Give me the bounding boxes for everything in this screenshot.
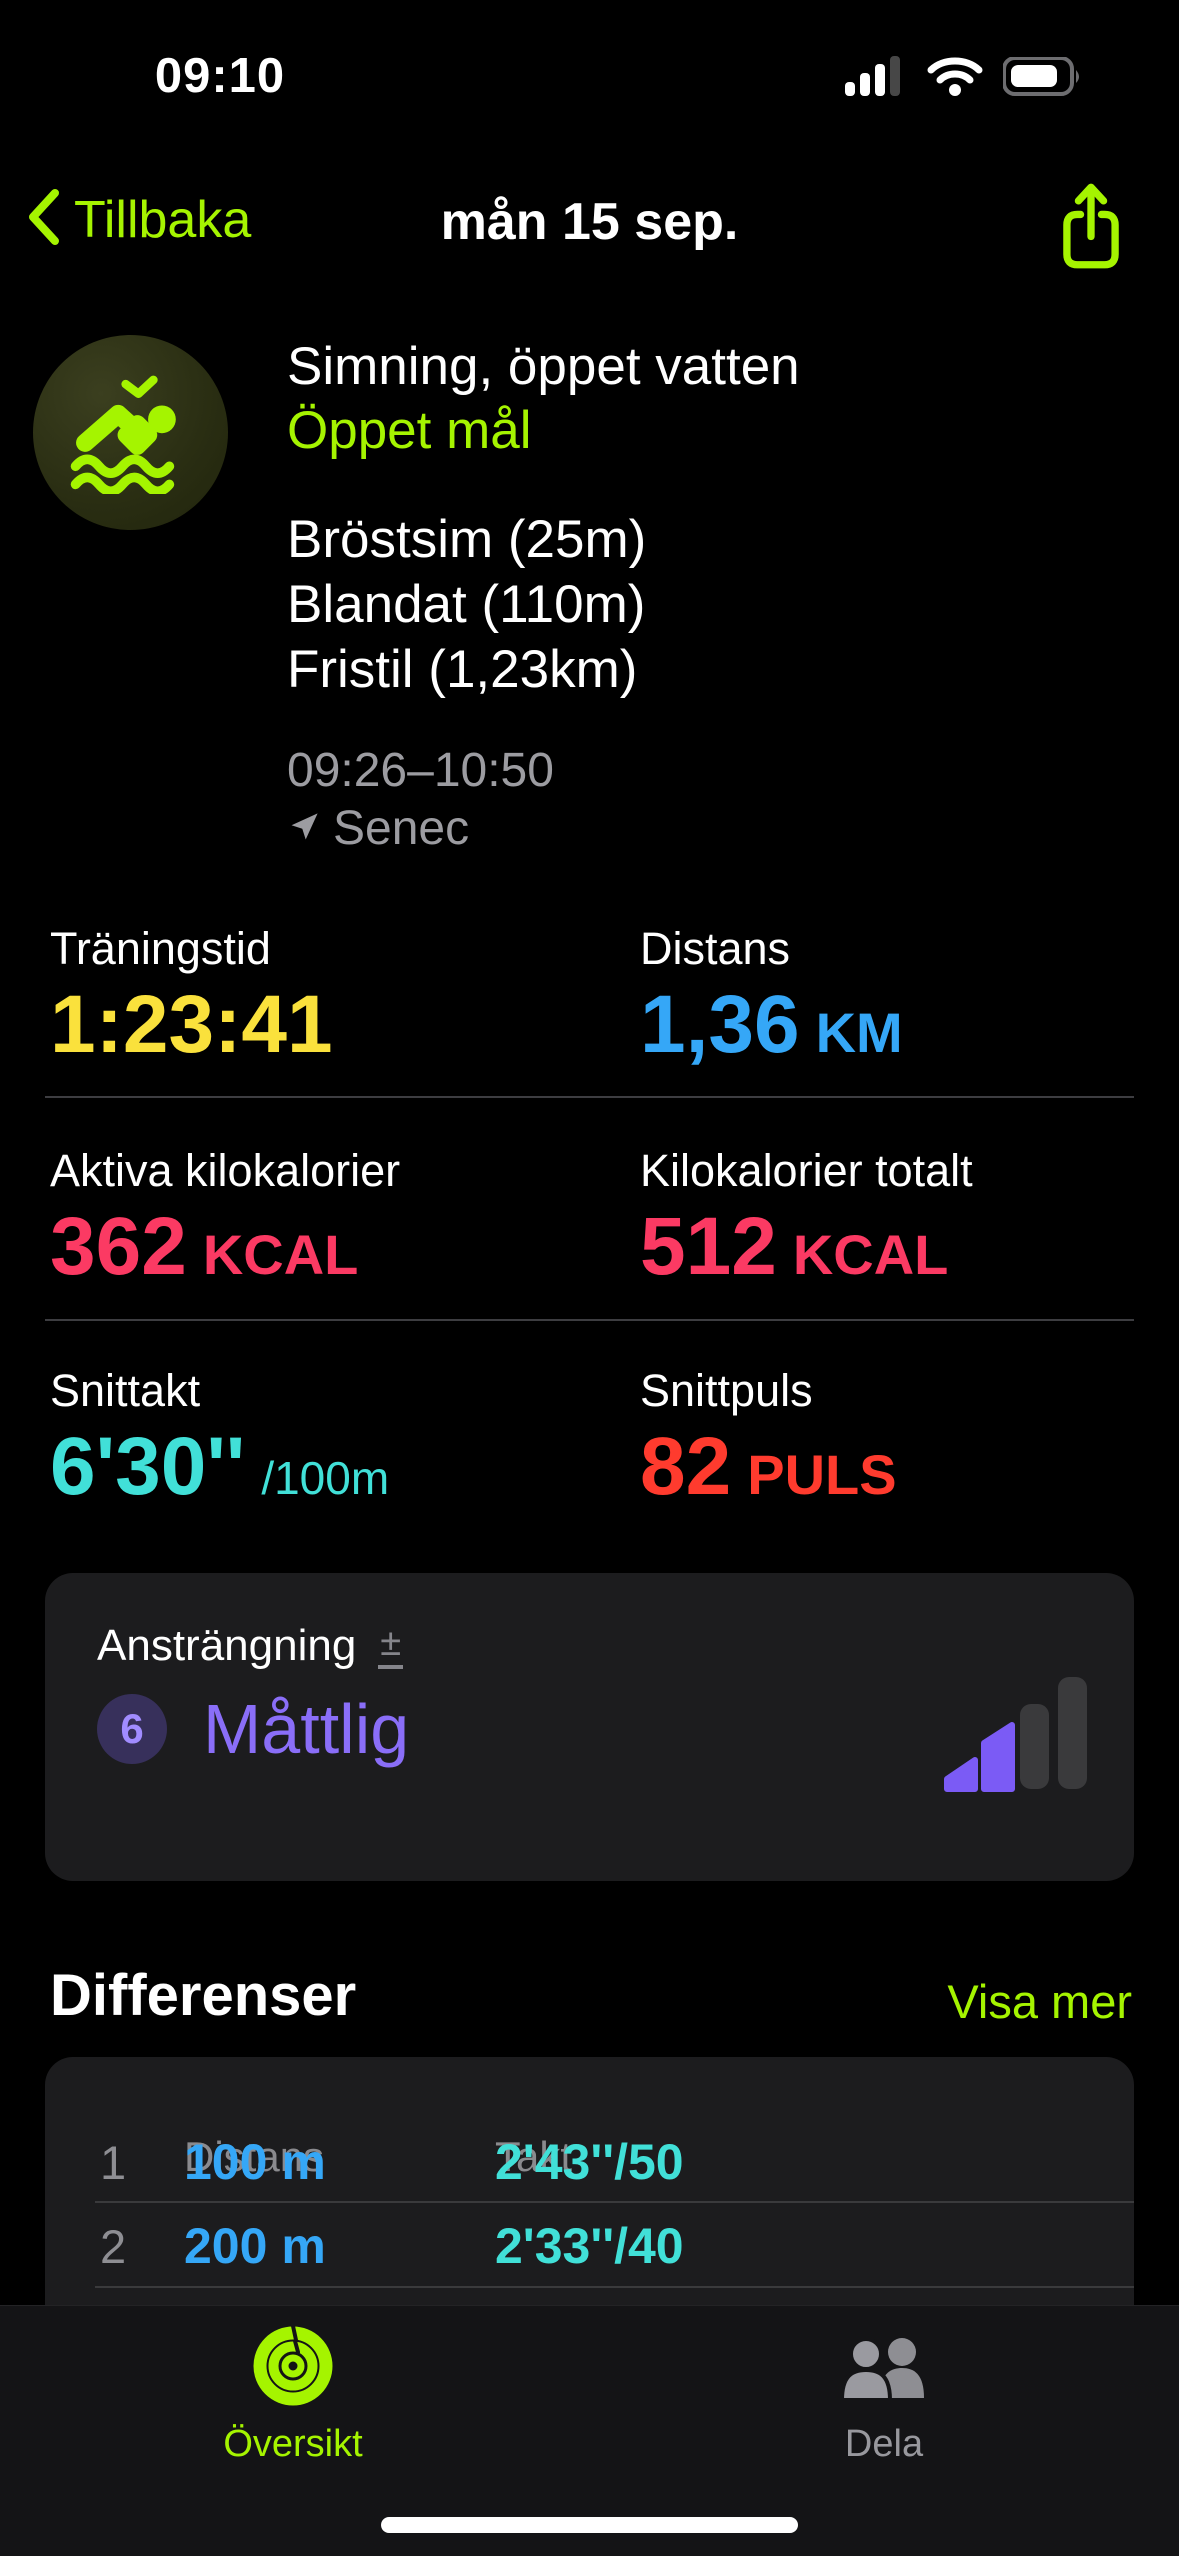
stat-number: 82: [640, 1421, 732, 1512]
stat-number: 512: [640, 1201, 777, 1292]
segment-line: Fristil (1,23km): [287, 640, 638, 699]
tab-share-label: Dela: [844, 2423, 924, 2465]
tab-bar: Översikt Dela: [0, 2305, 1179, 2556]
workout-activity-name: Simning, öppet vatten: [287, 337, 800, 396]
home-indicator[interactable]: [381, 2517, 798, 2533]
stat-label-snittpuls: Snittpuls: [640, 1365, 813, 1416]
row-divider: [95, 2286, 1134, 2288]
segment-line: Blandat (110m): [287, 575, 646, 634]
stat-label-snittakt: Snittakt: [50, 1365, 201, 1416]
effort-rating-label: Måttlig: [203, 1690, 410, 1768]
column-header-distance: Distans: [184, 2133, 325, 2180]
stat-number: 1,36: [640, 979, 800, 1070]
share-button[interactable]: [1058, 182, 1124, 270]
tab-share[interactable]: Dela: [724, 2324, 1044, 2466]
stat-label-distans: Distans: [640, 923, 791, 974]
effort-value-row: 6 Måttlig: [97, 1689, 409, 1769]
status-icons: [845, 56, 1083, 103]
chevron-left-icon: [26, 188, 60, 251]
effort-title-row: Ansträngning ±: [97, 1621, 404, 1671]
row-pace: 2'33''/40: [495, 2218, 684, 2274]
stat-value-aktiva-kcal: 362 KCAL: [50, 1200, 358, 1294]
stats-divider: [45, 1319, 1134, 1321]
stat-label-traningstid: Träningstid: [50, 923, 271, 974]
stat-label-aktiva-kcal: Aktiva kilokalorier: [50, 1145, 401, 1196]
share-icon: [1058, 183, 1124, 274]
page-title: mån 15 sep.: [440, 193, 739, 251]
location-arrow-icon: [287, 800, 321, 858]
row-pace: 2'43''/50: [495, 2134, 684, 2190]
stat-unit: KM: [815, 1001, 903, 1064]
activity-badge: [33, 335, 228, 530]
battery-icon: [1002, 56, 1083, 102]
cellular-signal-icon: [845, 56, 907, 103]
row-distance: 100 m: [184, 2134, 326, 2190]
stat-value-snittpuls: 82 PULS: [640, 1420, 897, 1514]
row-distance: 200 m: [184, 2218, 326, 2274]
stat-unit: KCAL: [202, 1223, 359, 1286]
wifi-icon: [927, 56, 983, 103]
swimmer-open-water-icon: [67, 366, 195, 499]
stat-value-kcal-totalt: 512 KCAL: [640, 1200, 948, 1294]
workout-location-label: Senec: [333, 802, 470, 855]
row-index: 1: [100, 2136, 127, 2189]
segment-line: Bröstsim (25m): [287, 510, 647, 569]
row-index: 2: [100, 2220, 127, 2273]
two-people-icon: [834, 2324, 934, 2413]
workout-goal: Öppet mål: [287, 401, 532, 460]
effort-card[interactable]: Ansträngning ± 6 Måttlig: [45, 1573, 1134, 1881]
show-more-link[interactable]: Visa mer: [947, 1975, 1132, 2028]
stat-number: 6'30'': [50, 1421, 246, 1512]
stat-value-distans: 1,36 KM: [640, 978, 903, 1072]
column-header-pace: Takt: [495, 2133, 573, 2180]
workout-segments: Bröstsim (25m) Blandat (110m) Fristil (1…: [287, 507, 1147, 702]
activity-rings-icon: [251, 2324, 335, 2413]
stat-value-snittakt: 6'30'' /100m: [50, 1420, 389, 1514]
effort-title: Ansträngning: [97, 1621, 357, 1670]
tab-overview[interactable]: Översikt: [133, 2324, 453, 2466]
row-divider: [95, 2201, 1134, 2203]
stat-label-kcal-totalt: Kilokalorier totalt: [640, 1145, 973, 1196]
stat-value-traningstid: 1:23:41: [50, 978, 333, 1072]
workout-location: Senec: [287, 800, 1147, 858]
back-button-label: Tillbaka: [74, 190, 252, 249]
stat-unit: PULS: [747, 1443, 897, 1506]
back-button[interactable]: Tillbaka: [26, 188, 251, 251]
status-time: 09:10: [154, 49, 286, 103]
stat-number: 1:23:41: [50, 979, 333, 1070]
plus-minus-icon: ±: [378, 1623, 404, 1669]
effort-score-badge: 6: [97, 1694, 167, 1764]
stat-number: 362: [50, 1201, 187, 1292]
workout-time-range: 09:26–10:50: [287, 744, 554, 797]
differences-heading: Differenser: [50, 1963, 357, 2028]
tab-overview-label: Översikt: [223, 2423, 363, 2465]
stat-unit: KCAL: [792, 1223, 949, 1286]
workout-header: Simning, öppet vatten Öppet mål Bröstsim…: [287, 335, 1147, 858]
stats-divider: [45, 1096, 1134, 1098]
stat-unit: /100m: [261, 1452, 390, 1504]
ascending-bars-icon: [939, 1673, 1091, 1798]
